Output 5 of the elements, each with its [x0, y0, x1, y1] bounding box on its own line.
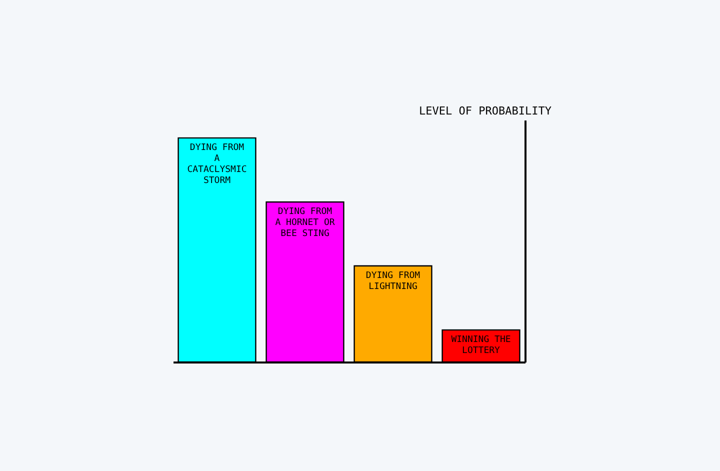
x-tick-label: WINNING THE LOTTERY [451, 334, 511, 356]
x-tick-label: DYING FROM A HORNET OR BEE STING [275, 207, 336, 240]
x-tick-label: DYING FROM LIGHTNING [366, 270, 421, 292]
y-axis-title: LEVEL OF PROBABILITY [419, 104, 552, 118]
x-tick-label: DYING FROM A CATACLYSMIC STORM [187, 142, 247, 186]
